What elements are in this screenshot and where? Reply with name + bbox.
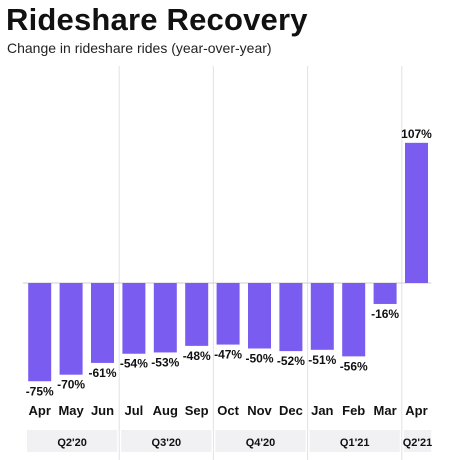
bar bbox=[91, 283, 114, 363]
bar bbox=[28, 283, 52, 382]
quarter-label: Q1'21 bbox=[340, 437, 370, 449]
bar bbox=[59, 283, 83, 375]
month-label: Dec bbox=[279, 403, 303, 418]
bar bbox=[153, 283, 177, 353]
value-label: -51% bbox=[308, 353, 336, 367]
bar bbox=[342, 283, 366, 357]
bar bbox=[279, 283, 303, 352]
value-label: -50% bbox=[245, 352, 273, 366]
month-label: Apr bbox=[29, 403, 51, 418]
value-label: -52% bbox=[277, 354, 305, 368]
value-label: -70% bbox=[57, 378, 85, 392]
value-label: -47% bbox=[214, 348, 242, 362]
month-label: Oct bbox=[217, 403, 239, 418]
value-label: 107% bbox=[401, 127, 432, 141]
value-label: -48% bbox=[183, 349, 211, 363]
month-label: Aug bbox=[153, 403, 178, 418]
month-label: Jan bbox=[311, 403, 333, 418]
quarter-band bbox=[215, 430, 306, 452]
quarter-band bbox=[403, 430, 432, 452]
bar bbox=[122, 283, 146, 354]
quarter-label: Q3'20 bbox=[152, 437, 182, 449]
value-label: -61% bbox=[88, 366, 116, 380]
chart-title: Rideshare Recovery bbox=[6, 2, 308, 37]
value-label: -54% bbox=[120, 357, 148, 371]
quarter-label: Q2'21 bbox=[403, 437, 433, 449]
month-label: Sep bbox=[185, 403, 209, 418]
month-label: Jul bbox=[125, 403, 144, 418]
bar bbox=[185, 283, 209, 346]
quarter-label: Q4'20 bbox=[246, 437, 276, 449]
value-label: -16% bbox=[371, 307, 399, 321]
bar bbox=[310, 283, 334, 350]
month-label: Feb bbox=[342, 403, 365, 418]
quarter-band bbox=[27, 430, 118, 452]
quarter-band bbox=[309, 430, 400, 452]
bar bbox=[216, 283, 240, 345]
quarter-label: Q2'20 bbox=[57, 437, 87, 449]
quarter-band bbox=[121, 430, 212, 452]
month-label: Jun bbox=[91, 403, 114, 418]
month-label: May bbox=[58, 403, 84, 418]
month-label: Apr bbox=[405, 403, 427, 418]
value-label: -53% bbox=[151, 355, 179, 369]
bar bbox=[248, 283, 271, 349]
value-label: -56% bbox=[340, 359, 368, 373]
value-label: -75% bbox=[26, 384, 54, 398]
month-label: Nov bbox=[247, 403, 272, 418]
bar bbox=[405, 142, 428, 283]
chart-subtitle: Change in rideshare rides (year-over-yea… bbox=[7, 40, 272, 56]
bar bbox=[373, 283, 397, 304]
month-label: Mar bbox=[374, 403, 397, 418]
